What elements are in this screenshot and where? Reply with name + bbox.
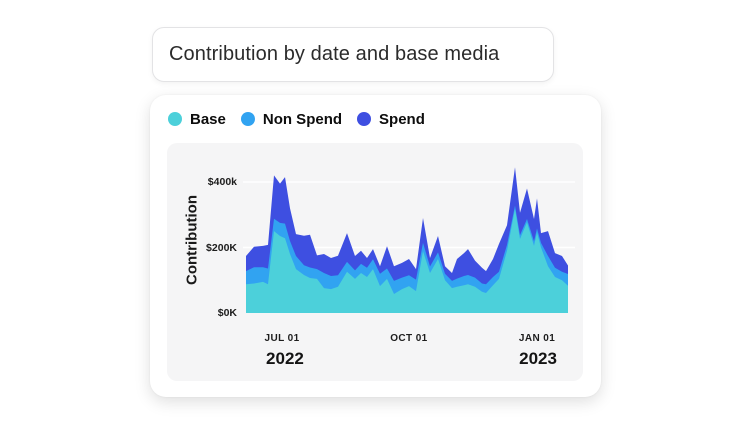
x-tick-label: JUL 01 xyxy=(264,333,300,344)
legend-label: Spend xyxy=(379,110,425,128)
legend-dot-icon xyxy=(168,112,182,126)
legend-label: Base xyxy=(190,110,226,128)
series-area-non-spend[interactable] xyxy=(246,205,568,313)
chart-card: Base Non Spend Spend Contribution $0K $200K… xyxy=(150,95,601,397)
legend-item-non-spend[interactable]: Non Spend xyxy=(240,110,343,128)
series-area-base[interactable] xyxy=(246,208,568,313)
legend-item-spend[interactable]: Spend xyxy=(357,111,425,128)
legend-item-base[interactable]: Base xyxy=(168,111,226,128)
y-tick-label: $400k xyxy=(207,176,237,188)
chart-panel: Contribution $0K $200K $400k JUL 01 OCT 01 JA… xyxy=(167,143,583,381)
y-axis-title: Contribution xyxy=(183,195,201,285)
legend: Base Non Spend Spend xyxy=(168,109,425,129)
legend-dot-icon xyxy=(357,112,372,126)
year-label: 2023 xyxy=(519,349,557,368)
x-tick-label: JAN 01 xyxy=(518,333,556,344)
title-card: Contribution by date and base media xyxy=(152,27,554,82)
year-label: 2022 xyxy=(266,349,304,368)
y-tick-label: $0K xyxy=(217,307,237,319)
y-tick-label: $200K xyxy=(206,241,237,254)
page-title: Contribution by date and base media xyxy=(169,43,500,65)
legend-label: Non Spend xyxy=(262,110,343,128)
legend-dot-icon xyxy=(240,112,255,126)
stacked-area-chart[interactable] xyxy=(167,143,583,381)
x-tick-label: OCT 01 xyxy=(390,333,428,344)
